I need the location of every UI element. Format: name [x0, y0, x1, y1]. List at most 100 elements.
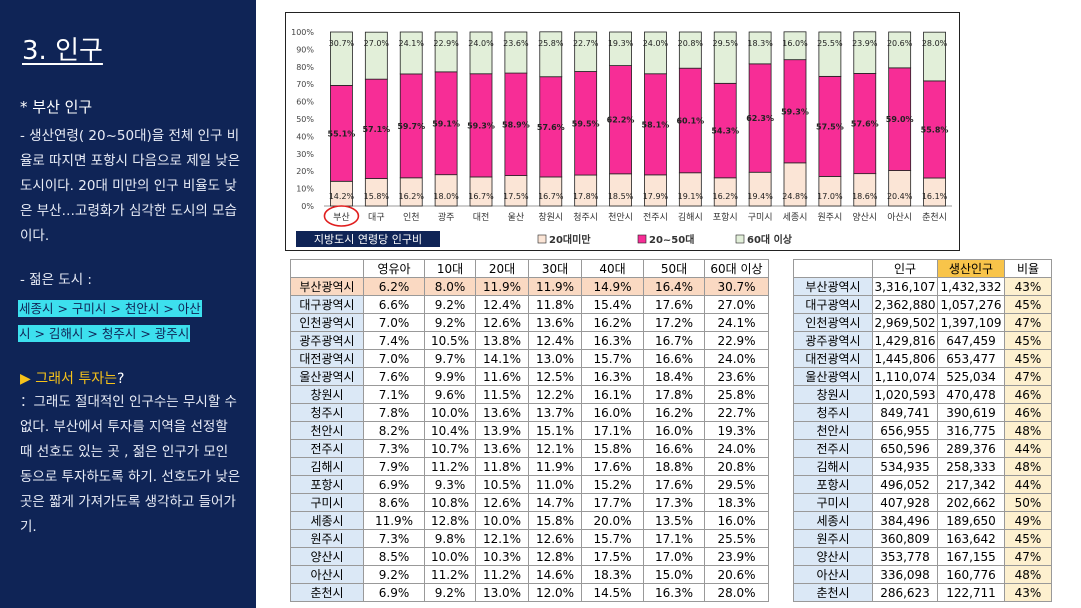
data-label: 14.2%: [329, 192, 355, 201]
row-label: 울산광역시: [793, 367, 873, 386]
table-row: 아산시 336,098 160,776 48%: [793, 565, 1052, 584]
table-cell: 1,397,109: [937, 313, 1005, 332]
table-cell: 647,459: [937, 331, 1005, 350]
column-header: 40대: [581, 259, 644, 278]
table-row: 부산광역시 6.2% 8.0% 11.9% 11.9% 14.9% 16.4% 30.7%: [290, 277, 769, 296]
table-cell: 49%: [1004, 511, 1052, 530]
table-cell: 13.0%: [528, 349, 582, 368]
row-label: 청주시: [290, 403, 364, 422]
table-cell: 15.8%: [528, 511, 582, 530]
table-cell: 12.8%: [424, 511, 476, 530]
data-label: 16.2%: [713, 192, 739, 201]
bar-segment: [783, 31, 807, 61]
data-label: 25.5%: [817, 39, 843, 48]
data-label: 24.1%: [399, 39, 425, 48]
table-cell: 189,650: [937, 511, 1005, 530]
bar-segment: [818, 31, 842, 77]
data-label: 16.1%: [922, 192, 948, 201]
table-cell: 28.0%: [704, 583, 769, 602]
table-cell: 14.9%: [581, 277, 644, 296]
y-tick-label: 60%: [296, 98, 314, 107]
table-cell: 16.6%: [643, 349, 705, 368]
data-label: 18.6%: [852, 192, 878, 201]
table-cell: 496,052: [872, 475, 938, 494]
x-tick-label: 포항시: [713, 212, 738, 223]
table-cell: 13.7%: [528, 403, 582, 422]
table-row: 포항시 496,052 217,342 44%: [793, 475, 1052, 494]
triangle-icon: ▶: [20, 371, 31, 387]
data-label: 17.5%: [503, 192, 529, 201]
row-label: 부산광역시: [290, 277, 364, 296]
bar-segment: [399, 31, 423, 75]
data-label: 28.0%: [922, 39, 948, 48]
table-row: 울산광역시 1,110,074 525,034 47%: [793, 367, 1052, 386]
table-cell: 50%: [1004, 493, 1052, 512]
table-cell: 7.0%: [363, 313, 425, 332]
y-tick-label: 70%: [296, 80, 314, 89]
table-row: 전주시 650,596 289,376 44%: [793, 439, 1052, 458]
table-cell: 16.6%: [643, 439, 705, 458]
row-label: 김해시: [793, 457, 873, 476]
table-cell: 10.3%: [475, 547, 529, 566]
row-label: 창원시: [290, 385, 364, 404]
row-label: 아산시: [793, 565, 873, 584]
row-label: 대구광역시: [793, 295, 873, 314]
column-header: 50대: [643, 259, 705, 278]
table-cell: 7.8%: [363, 403, 425, 422]
data-label: 62.3%: [746, 114, 774, 123]
x-tick-label: 대전: [473, 212, 490, 223]
table-cell: 15.7%: [581, 529, 644, 548]
table-cell: 16.2%: [643, 403, 705, 422]
table-cell: 18.3%: [581, 565, 644, 584]
table-row: 광주광역시 7.4% 10.5% 13.8% 12.4% 16.3% 16.7% 22.9%: [290, 331, 769, 350]
table-cell: 13.5%: [643, 511, 705, 530]
data-label: 20.6%: [887, 39, 913, 48]
table-cell: 13.0%: [475, 583, 529, 602]
table-row: 양산시 8.5% 10.0% 10.3% 12.8% 17.5% 17.0% 23.9%: [290, 547, 769, 566]
column-header: 비율: [1004, 259, 1052, 278]
table-cell: 12.6%: [528, 529, 582, 548]
table-row: 청주시 7.8% 10.0% 13.6% 13.7% 16.0% 16.2% 22.7%: [290, 403, 769, 422]
data-label: 23.6%: [503, 39, 529, 48]
row-label: 포항시: [793, 475, 873, 494]
table-cell: 43%: [1004, 583, 1052, 602]
bar-segment: [678, 31, 702, 69]
table-row: 원주시 360,809 163,642 45%: [793, 529, 1052, 548]
table-cell: 390,619: [937, 403, 1005, 422]
x-tick-label: 창원시: [538, 212, 563, 223]
table-cell: 12.6%: [475, 493, 529, 512]
data-label: 57.6%: [537, 123, 565, 132]
table-cell: 11.0%: [528, 475, 582, 494]
table-cell: 160,776: [937, 565, 1005, 584]
table-cell: 19.3%: [704, 421, 769, 440]
data-label: 24.0%: [468, 39, 494, 48]
table-cell: 1,445,806: [872, 349, 938, 368]
table-row: 구미시 407,928 202,662 50%: [793, 493, 1052, 512]
data-label: 19.4%: [747, 192, 773, 201]
data-label: 22.7%: [573, 39, 599, 48]
table-cell: 6.2%: [363, 277, 425, 296]
table-cell: 44%: [1004, 475, 1052, 494]
bar-segment: [504, 31, 528, 74]
table-cell: 16.1%: [581, 385, 644, 404]
data-label: 58.1%: [642, 120, 670, 129]
row-label: 대전광역시: [793, 349, 873, 368]
table-cell: 849,741: [872, 403, 938, 422]
chart-title-box: [296, 231, 440, 247]
data-label: 17.9%: [643, 192, 669, 201]
x-tick-label: 부산: [333, 212, 350, 223]
table-row: 천안시 656,955 316,775 48%: [793, 421, 1052, 440]
table-cell: 7.0%: [363, 349, 425, 368]
table-cell: 407,928: [872, 493, 938, 512]
table-row: 대구광역시 2,362,880 1,057,276 45%: [793, 295, 1052, 314]
table-row: 포항시 6.9% 9.3% 10.5% 11.0% 15.2% 17.6% 29.5%: [290, 475, 769, 494]
row-label: 청주시: [793, 403, 873, 422]
data-label: 16.7%: [538, 192, 564, 201]
table-cell: 9.9%: [424, 367, 476, 386]
legend-label: 60대 이상: [747, 233, 793, 246]
table-cell: 7.3%: [363, 439, 425, 458]
data-label: 30.7%: [329, 39, 355, 48]
table-cell: 13.8%: [475, 331, 529, 350]
table-cell: 45%: [1004, 529, 1052, 548]
table-cell: 2,362,880: [872, 295, 938, 314]
